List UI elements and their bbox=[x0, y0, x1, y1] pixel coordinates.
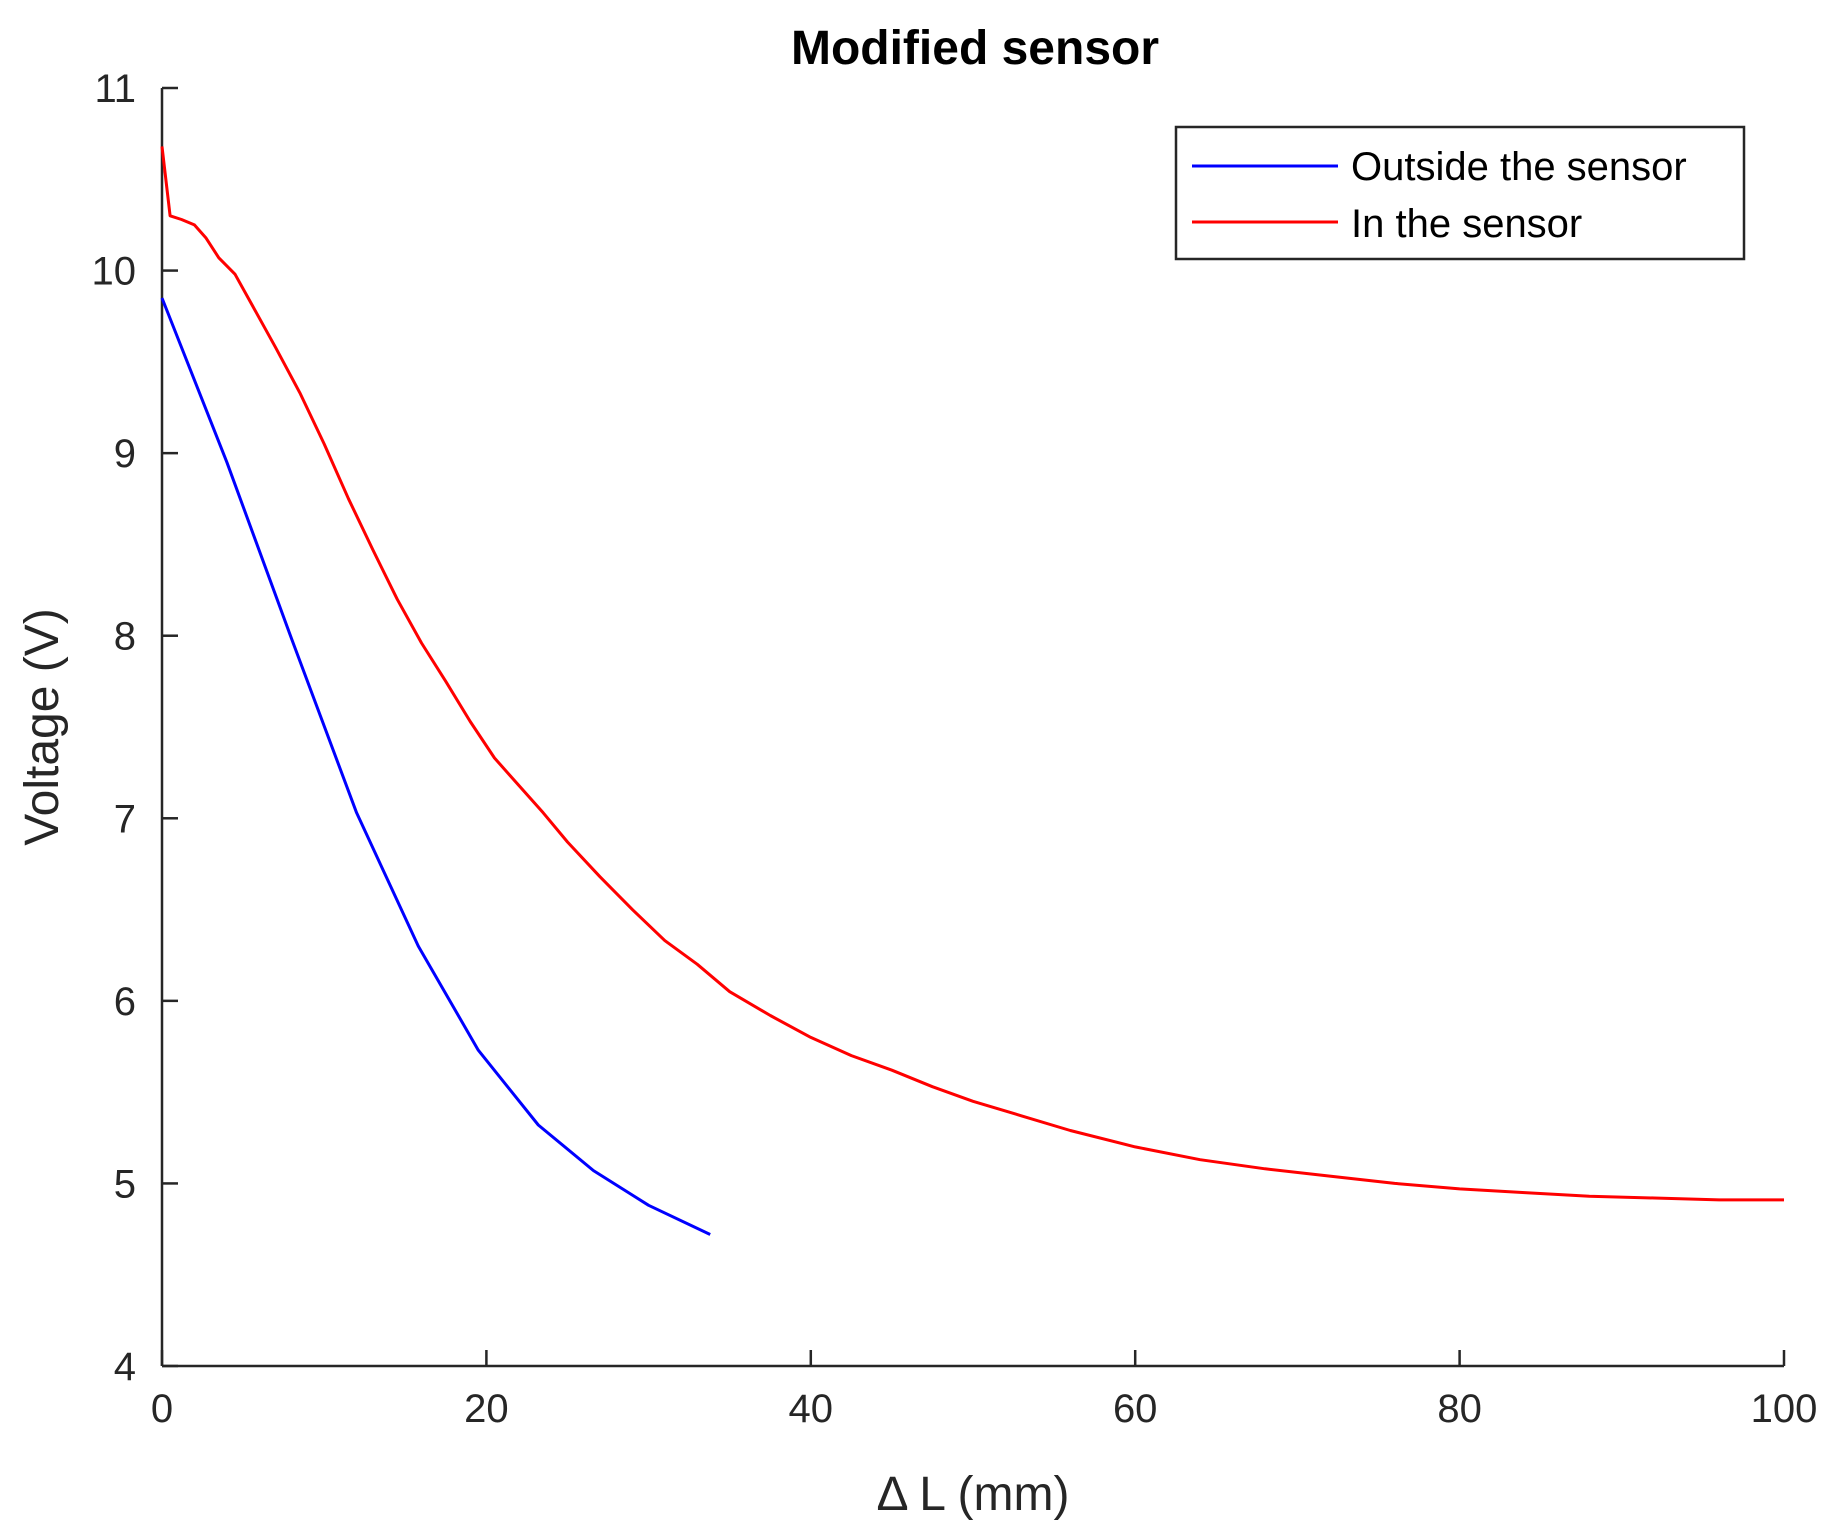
legend[interactable]: Outside the sensor In the sensor bbox=[1174, 125, 1746, 261]
y-tick-label: 11 bbox=[94, 67, 136, 111]
x-tick-label: 80 bbox=[1437, 1387, 1482, 1431]
y-tick-label: 9 bbox=[114, 432, 136, 476]
legend-label-outside: Outside the sensor bbox=[1351, 145, 1687, 189]
y-tick-label: 4 bbox=[114, 1345, 136, 1389]
legend-box bbox=[1174, 125, 1746, 261]
y-tick-label: 7 bbox=[114, 797, 136, 841]
x-tick-label: 40 bbox=[789, 1387, 834, 1431]
legend-label-in: In the sensor bbox=[1351, 202, 1582, 246]
x-tick-label: 100 bbox=[1751, 1387, 1818, 1431]
y-tick-label: 6 bbox=[114, 980, 136, 1024]
series-layer bbox=[160, 146, 1784, 1236]
chart-title: Modified sensor bbox=[791, 22, 1159, 75]
series-line-outside-the-sensor bbox=[160, 297, 711, 1236]
x-tick-label: 20 bbox=[464, 1387, 509, 1431]
series-line-in-the-sensor bbox=[160, 146, 1784, 1202]
x-tick-label: 60 bbox=[1113, 1387, 1158, 1431]
y-axis-label: Voltage (V) bbox=[16, 608, 69, 845]
x-axis-label: Δ L (mm) bbox=[877, 1468, 1070, 1521]
x-tick-label: 0 bbox=[151, 1387, 173, 1431]
y-ticks: 4 5 6 7 8 9 10 11 bbox=[92, 67, 178, 1389]
y-tick-label: 10 bbox=[92, 250, 137, 294]
y-tick-label: 5 bbox=[114, 1162, 136, 1206]
x-ticks: 0 20 40 60 80 100 bbox=[151, 1350, 1818, 1431]
y-tick-label: 8 bbox=[114, 615, 136, 659]
